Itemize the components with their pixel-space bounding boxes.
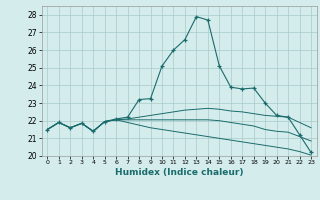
- X-axis label: Humidex (Indice chaleur): Humidex (Indice chaleur): [115, 168, 244, 177]
